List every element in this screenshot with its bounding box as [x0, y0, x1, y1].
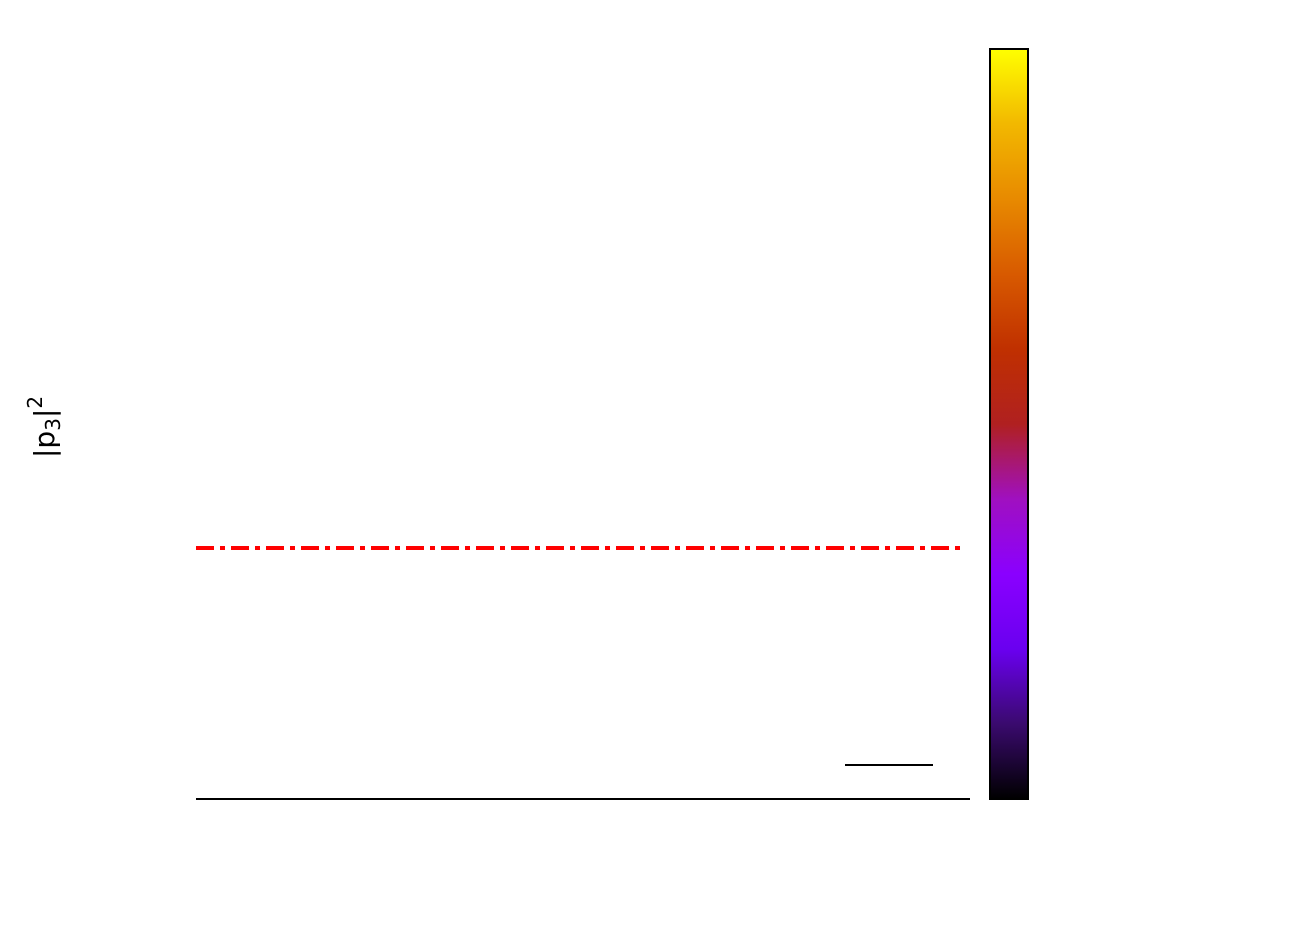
y-label-subscript: 3 [41, 418, 65, 431]
y-axis-label: |p3|2 [23, 396, 65, 458]
colorbar [989, 48, 1029, 800]
y-label-base: |p [28, 431, 61, 458]
y-label-close: | [28, 409, 61, 418]
y-label-superscript: 2 [23, 396, 47, 409]
